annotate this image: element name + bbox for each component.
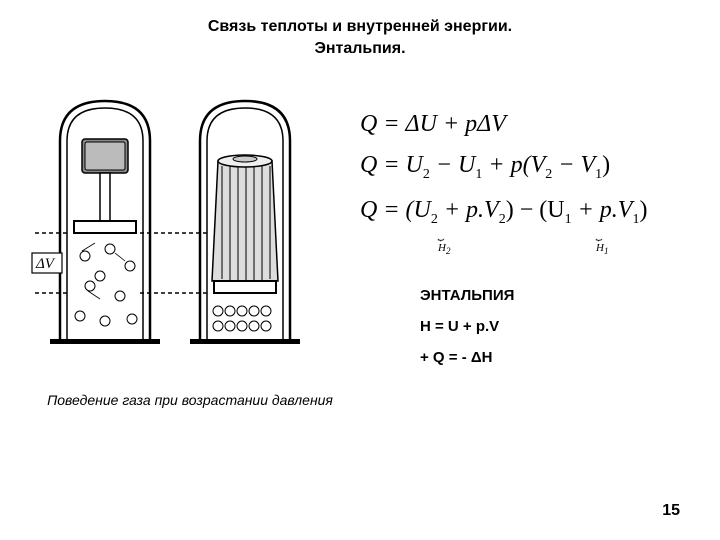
- equation-2: Q = U2 − U1 + p(V2 − V1): [360, 152, 690, 183]
- enthalpy-equation: H = U + p.V: [420, 318, 690, 335]
- enthalpy-label: ЭНТАЛЬПИЯ: [420, 287, 690, 304]
- title-line-1: Связь теплоты и внутренней энергии.: [0, 16, 720, 38]
- equation-1: Q = ΔU + pΔV: [360, 111, 690, 138]
- title-line-2: Энтальпия.: [0, 38, 720, 60]
- gas-cylinders-diagram: ΔV: [30, 81, 330, 381]
- delta-v-label: ΔV: [35, 256, 56, 272]
- underbrace-h1: ⏟H1: [596, 229, 608, 256]
- equation-3: Q = (U2 + p.V2) − (U1 + p.V1): [360, 197, 690, 228]
- underbrace-h2: ⏟H2: [438, 229, 450, 256]
- sign-equation: + Q = - ΔH: [420, 349, 690, 366]
- page-number: 15: [662, 502, 680, 520]
- diagram-caption: Поведение газа при возрастании давления: [30, 392, 350, 408]
